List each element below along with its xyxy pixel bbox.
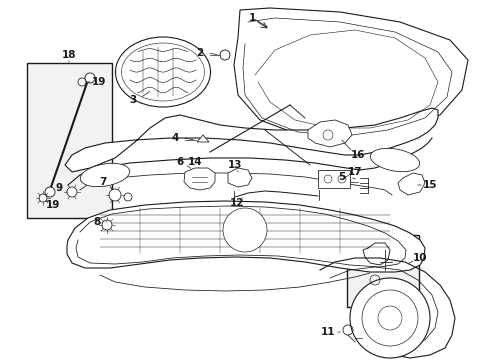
Bar [27,63,112,218]
Text: 11: 11 [320,327,335,337]
Bar [317,170,349,188]
Text: 6: 6 [176,157,183,167]
Circle shape [124,193,132,201]
Bar [346,235,418,307]
Circle shape [45,187,55,197]
Ellipse shape [80,163,129,187]
Ellipse shape [369,148,419,172]
Polygon shape [227,168,251,187]
Text: 4: 4 [171,133,178,143]
Text: 14: 14 [187,157,202,167]
Text: 19: 19 [46,200,60,210]
Circle shape [109,189,121,201]
Polygon shape [397,173,424,195]
Polygon shape [65,108,437,172]
Text: 15: 15 [422,180,436,190]
Text: 9: 9 [55,183,62,193]
Text: 17: 17 [347,167,362,177]
Text: 5: 5 [338,172,345,182]
Text: 7: 7 [99,177,106,187]
Text: 19: 19 [92,77,106,87]
Polygon shape [307,120,351,147]
Text: 10: 10 [412,253,427,263]
Ellipse shape [115,37,210,107]
Text: 13: 13 [227,160,242,170]
Circle shape [220,50,229,60]
Circle shape [67,187,77,197]
Text: 1: 1 [248,13,255,23]
Text: 18: 18 [61,50,76,60]
Polygon shape [183,168,215,190]
Circle shape [39,194,47,202]
Circle shape [102,220,112,230]
Polygon shape [67,201,424,272]
Text: 8: 8 [93,217,101,227]
Text: 16: 16 [350,150,365,160]
Text: 12: 12 [229,198,244,208]
Circle shape [78,78,86,86]
Text: 2: 2 [196,48,203,58]
Polygon shape [234,8,467,138]
Polygon shape [197,135,208,142]
Circle shape [85,73,95,83]
Circle shape [349,278,429,358]
Circle shape [223,208,266,252]
Text: 3: 3 [129,95,136,105]
